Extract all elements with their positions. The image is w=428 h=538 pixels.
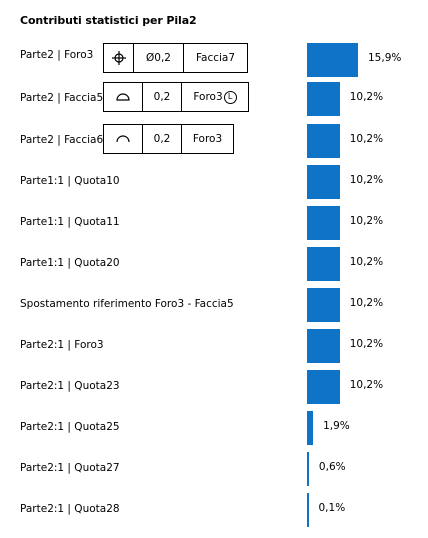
contribution-bar (307, 493, 309, 527)
contribution-row: Parte2 | Faccia6 0,2 Foro3 10,2% (0, 124, 428, 158)
contribution-bar (307, 82, 340, 116)
contribution-label: Parte1:1 | Quota20 (20, 257, 120, 269)
contribution-bar (307, 247, 340, 281)
contribution-percent: 10,2% (349, 297, 384, 309)
feature-control-frame: Ø0,2 Faccia7 (103, 43, 248, 73)
contribution-row: Parte2:1 | Quota25 1,9% (0, 411, 428, 445)
fcf-symbol-cell (104, 44, 134, 72)
contribution-percent: 10,2% (349, 215, 384, 227)
contribution-bar (307, 43, 358, 77)
contribution-label: Parte2:1 | Quota25 (20, 421, 120, 433)
contribution-label: Parte2 | Foro3 (20, 49, 94, 61)
contribution-label: Spostamento riferimento Foro3 - Faccia5 (20, 298, 234, 310)
contribution-percent: 10,2% (349, 174, 384, 186)
contribution-percent: 15,9% (368, 52, 402, 64)
contribution-label: Parte2 | Faccia6 (20, 134, 104, 146)
contribution-label: Parte1:1 | Quota10 (20, 175, 120, 187)
contribution-percent: 10,2% (349, 379, 384, 391)
contribution-label: Parte1:1 | Quota11 (20, 216, 120, 228)
contribution-row: Parte1:1 | Quota11 10,2% (0, 206, 428, 240)
contribution-row: Parte2:1 | Quota28 0,1% (0, 493, 428, 527)
contribution-label: Parte2 | Faccia5 (20, 92, 104, 104)
contribution-percent: 10,2% (349, 91, 384, 103)
fcf-datum-cell: Foro3 (182, 125, 233, 153)
contribution-percent: 0,6% (318, 461, 346, 473)
contribution-bar (307, 206, 340, 240)
contribution-percent: 10,2% (349, 338, 384, 350)
contribution-row: Parte2:1 | Quota27 0,6% (0, 452, 428, 486)
contribution-label: Parte2:1 | Quota27 (20, 462, 120, 474)
fcf-datum-cell: Faccia7 (184, 44, 247, 72)
contribution-percent: 10,2% (349, 133, 384, 145)
contribution-bar (307, 411, 314, 445)
contribution-bar (307, 329, 340, 363)
contribution-label: Parte2:1 | Foro3 (20, 339, 104, 351)
contribution-bar (307, 370, 340, 404)
feature-control-frame: 0,2 Foro3 L (103, 82, 249, 112)
contribution-bar (307, 165, 340, 199)
fcf-symbol-cell (104, 125, 143, 153)
profile-of-line-icon (116, 135, 130, 143)
fcf-tolerance-cell: 0,2 (143, 83, 182, 111)
contribution-percent: 1,9% (323, 420, 350, 432)
contribution-row: Parte2:1 | Foro3 10,2% (0, 329, 428, 363)
fcf-datum-cell: Foro3 L (182, 83, 248, 111)
contribution-row: Parte1:1 | Quota10 10,2% (0, 165, 428, 199)
feature-control-frame: 0,2 Foro3 (103, 124, 234, 154)
profile-of-surface-icon (116, 93, 130, 101)
fcf-tolerance-cell: Ø0,2 (134, 44, 184, 72)
contribution-label: Parte2:1 | Quota28 (20, 503, 120, 515)
contribution-percent: 10,2% (349, 256, 384, 268)
contribution-percent: 0,1% (318, 502, 346, 514)
fcf-datum: Foro3 (192, 133, 223, 145)
contribution-label: Parte2:1 | Quota23 (20, 380, 120, 392)
contribution-bar (307, 124, 340, 158)
fcf-tolerance-cell: 0,2 (143, 125, 182, 153)
fcf-datum: Foro3 (193, 91, 223, 103)
contribution-row: Parte2 | Faccia5 0,2 Foro3 L 10,2% (0, 82, 428, 116)
chart-title: Contributi statistici per Pila2 (20, 14, 197, 27)
position-icon (111, 51, 126, 65)
fcf-modifier-icon: L (223, 90, 237, 104)
fcf-datum: Faccia7 (195, 52, 236, 64)
fcf-symbol-cell (104, 83, 143, 111)
contribution-bar (307, 452, 309, 486)
contribution-bar (307, 288, 340, 322)
contribution-row: Parte2:1 | Quota23 10,2% (0, 370, 428, 404)
contribution-row: Parte1:1 | Quota20 10,2% (0, 247, 428, 281)
contribution-row: Spostamento riferimento Foro3 - Faccia5 1… (0, 288, 428, 322)
contribution-row: Parte2 | Foro3 Ø0,2 Faccia7 15,9% (0, 43, 428, 77)
